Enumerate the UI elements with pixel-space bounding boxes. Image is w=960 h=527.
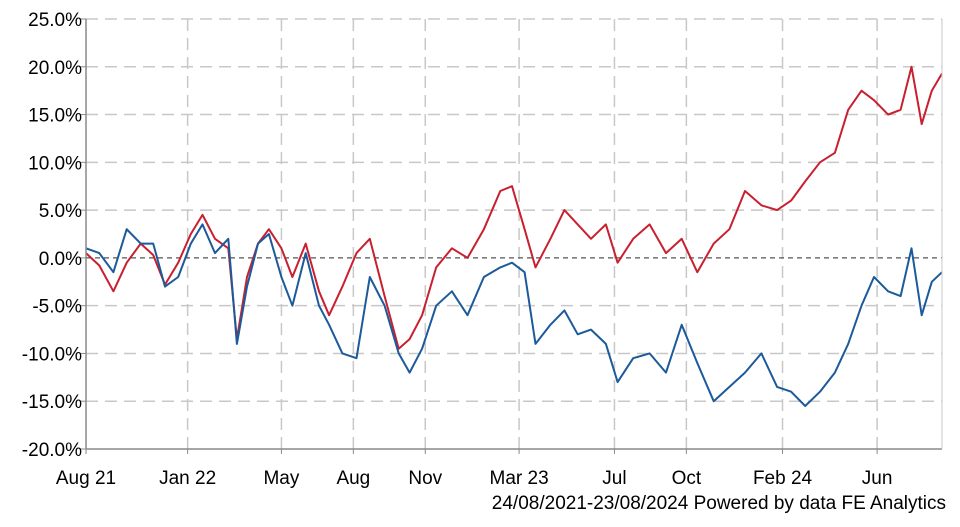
y-tick-label: -10.0% — [22, 344, 82, 365]
y-tick-label: -20.0% — [22, 440, 82, 461]
series-line-2 — [85, 223, 943, 407]
series-line-1 — [85, 65, 943, 350]
x-tick-label: Oct — [672, 468, 702, 489]
x-tick-label: Jun — [862, 468, 893, 489]
plot-area — [86, 19, 942, 449]
y-tick-label: 25.0% — [28, 10, 82, 31]
y-tick-label: -5.0% — [32, 297, 82, 318]
chart-footer: 24/08/2021-23/08/2024 Powered by data FE… — [491, 493, 946, 514]
y-tick-label: 15.0% — [28, 106, 82, 127]
y-tick-label: 0.0% — [39, 249, 82, 270]
y-tick-label: -15.0% — [22, 392, 82, 413]
x-tick-label: Feb 24 — [753, 468, 813, 489]
x-tick-label: Jul — [602, 468, 626, 489]
y-tick-label: 20.0% — [28, 58, 82, 79]
x-tick-label: Mar 23 — [490, 468, 549, 489]
x-tick-label: Nov — [408, 468, 442, 489]
x-tick-label: Jan 22 — [159, 468, 216, 489]
y-tick-label: 10.0% — [28, 153, 82, 174]
y-axis-tick-labels: 25.0% 20.0% 15.0% 10.0% 5.0% 0.0% -5.0% -10.0% -… — [22, 10, 82, 461]
x-tick-label: May — [263, 468, 299, 489]
x-tick-label: Aug — [336, 468, 370, 489]
vertical-gridlines — [186, 19, 878, 449]
x-tick-label: Aug 21 — [56, 468, 116, 489]
series-lines — [85, 65, 943, 407]
axes — [80, 18, 943, 454]
horizontal-gridlines — [86, 18, 942, 402]
y-tick-label: 5.0% — [39, 201, 82, 222]
x-axis-tick-labels: Aug 21 Jan 22 May Aug Nov Mar 23 Jul Oct Feb 24 J… — [56, 468, 893, 489]
line-chart: 25.0% 20.0% 15.0% 10.0% 5.0% 0.0% -5.0% -10.0% -… — [22, 10, 943, 489]
